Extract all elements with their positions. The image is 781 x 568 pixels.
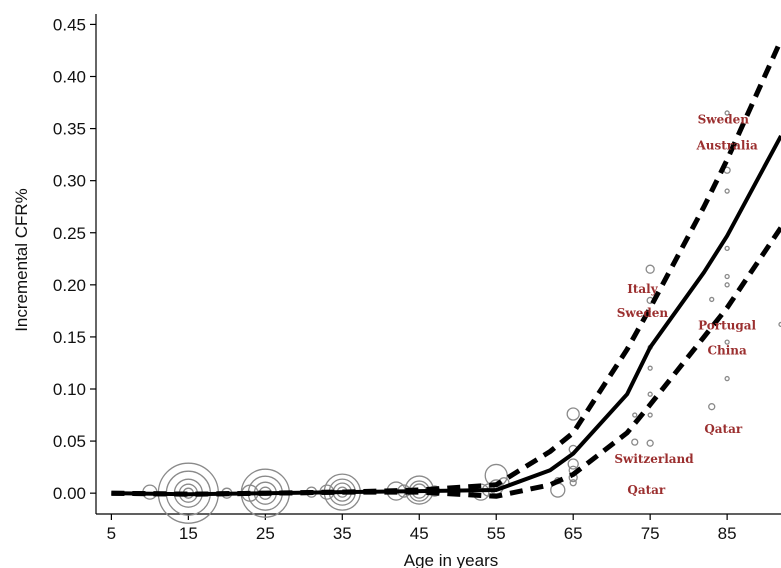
y-tick-label: 0.25 — [53, 224, 86, 243]
x-tick-label: 45 — [410, 524, 429, 543]
bubble-point — [724, 273, 730, 280]
y-tick-label: 0.40 — [53, 68, 86, 87]
bubble-point — [708, 403, 716, 411]
y-tick-label: 0.15 — [53, 328, 86, 347]
x-tick-label: 25 — [256, 524, 275, 543]
country-label: Sweden — [617, 306, 669, 320]
bubble-point — [647, 412, 653, 418]
country-label: Sweden — [698, 112, 750, 126]
bubble-point — [569, 479, 577, 487]
bubble-point — [724, 282, 730, 288]
bubble-point — [647, 365, 653, 371]
bubble-point — [778, 321, 781, 328]
bubble-point — [632, 412, 638, 418]
bubble-point — [724, 339, 730, 345]
y-tick-label: 0.20 — [53, 276, 86, 295]
country-label: Switzerland — [614, 452, 694, 466]
fit-lines — [111, 38, 781, 499]
y-axis: 0.00 0.05 0.10 0.15 0.20 0.25 0.30 0.35 0.40 0.45 — [53, 14, 97, 514]
y-tick-label: 0.30 — [53, 172, 86, 191]
x-tick-label: 55 — [487, 524, 506, 543]
bubble-point — [645, 264, 655, 274]
x-tick-label: 5 — [107, 524, 116, 543]
country-label: Qatar — [704, 422, 743, 436]
x-tick-label: 85 — [718, 524, 737, 543]
bubble-point — [646, 439, 654, 447]
country-label: Portugal — [698, 319, 756, 333]
bubble-point — [724, 188, 730, 194]
fitted-line — [111, 134, 781, 497]
bubble-point — [724, 245, 730, 252]
confidence-band-line — [111, 38, 781, 497]
bubble-point — [631, 438, 639, 446]
bubble-point — [566, 407, 580, 421]
country-label: Qatar — [627, 483, 666, 497]
y-tick-label: 0.45 — [53, 15, 86, 34]
bubble-point — [724, 375, 730, 382]
bubble-point — [724, 110, 730, 116]
country-label: China — [707, 344, 747, 358]
x-tick-label: 15 — [179, 524, 198, 543]
bubble-point — [567, 458, 579, 470]
bubble-point — [709, 296, 715, 303]
country-label: Italy — [627, 282, 658, 296]
confidence-band-line — [111, 226, 781, 499]
country-annotations: Sweden Australia Italy Sweden Portugal China Q… — [614, 112, 758, 497]
x-tick-label: 65 — [564, 524, 583, 543]
y-tick-label: 0.00 — [53, 484, 86, 503]
country-label: Australia — [695, 138, 758, 152]
bubble-point — [647, 391, 653, 397]
x-tick-label: 75 — [641, 524, 660, 543]
y-tick-label: 0.35 — [53, 120, 86, 139]
x-tick-label: 35 — [333, 524, 352, 543]
y-tick-label: 0.05 — [53, 432, 86, 451]
y-tick-label: 0.10 — [53, 380, 86, 399]
x-axis: 5 15 25 35 45 55 65 75 85 — [96, 513, 781, 543]
y-axis-title: Incremental CFR% — [12, 188, 31, 332]
x-axis-title: Age in years — [404, 551, 499, 568]
